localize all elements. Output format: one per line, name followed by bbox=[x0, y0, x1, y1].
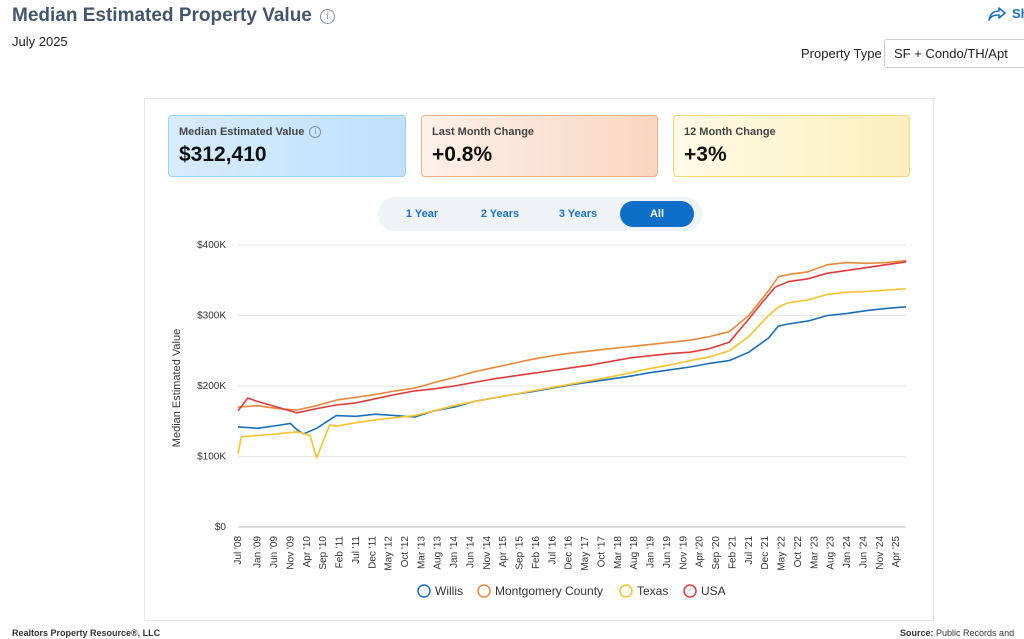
legend-item-usa[interactable]: USA bbox=[683, 584, 726, 598]
x-tick-label: Nov '09 bbox=[285, 536, 296, 570]
legend-marker bbox=[619, 584, 633, 598]
x-tick-label: Aug '23 bbox=[826, 536, 837, 570]
report-date: July 2025 bbox=[12, 34, 68, 49]
share-button[interactable]: Sh bbox=[988, 6, 1024, 21]
legend-label: Willis bbox=[435, 584, 463, 598]
legend-item-texas[interactable]: Texas bbox=[619, 584, 668, 598]
x-tick-label: Jan '19 bbox=[646, 536, 657, 568]
x-tick-label: Sep '10 bbox=[318, 536, 329, 570]
series-line-willis[interactable] bbox=[237, 306, 907, 435]
median-value-label: Median Estimated Value bbox=[179, 126, 305, 138]
x-tick-label: Aug '13 bbox=[433, 536, 444, 570]
x-tick-label: Mar '23 bbox=[809, 536, 820, 569]
legend-marker bbox=[683, 584, 697, 598]
x-tick-label: Jul '11 bbox=[351, 536, 362, 564]
x-tick-label: Jun '09 bbox=[269, 536, 280, 568]
tab-2-years[interactable]: 2 Years bbox=[480, 208, 520, 220]
x-tick-label: Jan '14 bbox=[449, 536, 460, 568]
x-tick-label: Jun '14 bbox=[465, 536, 476, 568]
twelve-month-change-card: 12 Month Change +3% bbox=[673, 115, 910, 177]
x-tick-label: May '12 bbox=[384, 536, 395, 571]
series-line-texas[interactable] bbox=[237, 287, 907, 459]
legend-item-willis[interactable]: Willis bbox=[417, 584, 463, 598]
footer-source: Source: Public Records and bbox=[900, 628, 1014, 638]
legend-marker bbox=[477, 584, 491, 598]
y-axis-title: Median Estimated Value bbox=[171, 329, 183, 447]
x-tick-label: May '22 bbox=[777, 536, 788, 571]
x-tick-label: Jan '09 bbox=[253, 536, 264, 568]
tab-all[interactable]: All bbox=[620, 201, 694, 227]
legend-label: Texas bbox=[637, 584, 668, 598]
legend-marker bbox=[417, 584, 431, 598]
legend-item-montgomery-county[interactable]: Montgomery County bbox=[477, 584, 603, 598]
x-tick-label: Jun '19 bbox=[662, 536, 673, 568]
x-tick-label: Nov '19 bbox=[678, 536, 689, 570]
x-tick-label: Dec '11 bbox=[367, 536, 378, 569]
x-tick-label: Oct '12 bbox=[400, 536, 411, 568]
y-tick-label: $400K bbox=[197, 240, 226, 251]
property-type-label: Property Type bbox=[801, 46, 882, 61]
x-tick-label: Oct '22 bbox=[793, 536, 804, 568]
x-tick-label: Apr '10 bbox=[302, 536, 313, 568]
x-tick-label: Jul '08 bbox=[233, 536, 244, 565]
share-icon bbox=[988, 6, 1006, 21]
x-tick-label: Apr '15 bbox=[498, 536, 509, 568]
twelve-month-change-value: +3% bbox=[684, 143, 727, 166]
x-tick-label: Jul '21 bbox=[744, 536, 755, 565]
y-tick-label: $100K bbox=[197, 452, 226, 463]
x-tick-label: Dec '21 bbox=[760, 536, 771, 570]
x-tick-label: Jul '16 bbox=[547, 536, 558, 565]
chart-panel bbox=[144, 98, 934, 621]
median-value-label-row: Median Estimated Value i bbox=[179, 126, 395, 138]
footer-source-label: Source: bbox=[900, 628, 934, 638]
x-tick-label: Jan '24 bbox=[842, 536, 853, 568]
x-tick-label: Aug '18 bbox=[629, 536, 640, 570]
x-tick-label: May '17 bbox=[580, 536, 591, 571]
info-icon[interactable]: i bbox=[319, 8, 335, 24]
x-tick-label: Apr '25 bbox=[891, 536, 902, 568]
last-month-change-value: +0.8% bbox=[432, 143, 493, 166]
x-tick-label: Nov '14 bbox=[482, 536, 493, 570]
x-tick-label: Mar '18 bbox=[613, 536, 624, 569]
tab-1-year[interactable]: 1 Year bbox=[405, 208, 439, 220]
tab-3-years[interactable]: 3 Years bbox=[558, 208, 598, 220]
median-value-card: Median Estimated Value i $312,410 bbox=[168, 115, 406, 177]
page-title: Median Estimated Property Value i bbox=[12, 5, 335, 27]
x-tick-label: Jun '24 bbox=[858, 536, 869, 568]
last-month-change-card: Last Month Change +0.8% bbox=[421, 115, 658, 177]
last-month-change-label: Last Month Change bbox=[432, 126, 535, 138]
footer-source-text: Public Records and bbox=[936, 628, 1015, 638]
median-value: $312,410 bbox=[179, 143, 267, 166]
x-tick-label: Feb '16 bbox=[531, 536, 542, 569]
legend-label: Montgomery County bbox=[495, 584, 603, 598]
property-type-select[interactable]: SF + Condo/TH/Apt bbox=[884, 39, 1024, 68]
y-tick-label: $300K bbox=[197, 311, 226, 322]
footer-copyright: Realtors Property Resource®, LLC bbox=[12, 628, 161, 638]
x-tick-label: Sep '20 bbox=[711, 536, 722, 570]
x-tick-label: Nov '24 bbox=[875, 536, 886, 570]
twelve-month-change-label: 12 Month Change bbox=[684, 126, 776, 138]
share-label: Sh bbox=[1012, 6, 1024, 21]
time-range-tabs: 1 Year 2 Years 3 Years All bbox=[378, 197, 702, 231]
series-line-montgomery-county[interactable] bbox=[237, 259, 907, 411]
y-tick-label: $0 bbox=[215, 522, 227, 533]
legend-label: USA bbox=[701, 584, 726, 598]
page-title-text: Median Estimated Property Value bbox=[12, 5, 312, 26]
median-info-icon[interactable]: i bbox=[309, 126, 322, 138]
x-tick-label: Dec '16 bbox=[564, 536, 575, 570]
x-tick-label: Feb '11 bbox=[335, 536, 346, 569]
x-tick-label: Feb '21 bbox=[727, 536, 738, 569]
x-tick-label: Apr '20 bbox=[695, 536, 706, 568]
x-tick-label: Mar '13 bbox=[416, 536, 427, 569]
series-line-usa[interactable] bbox=[237, 261, 907, 414]
y-tick-label: $200K bbox=[197, 381, 226, 392]
x-tick-label: Sep '15 bbox=[515, 536, 526, 570]
x-tick-label: Oct '17 bbox=[596, 536, 607, 568]
